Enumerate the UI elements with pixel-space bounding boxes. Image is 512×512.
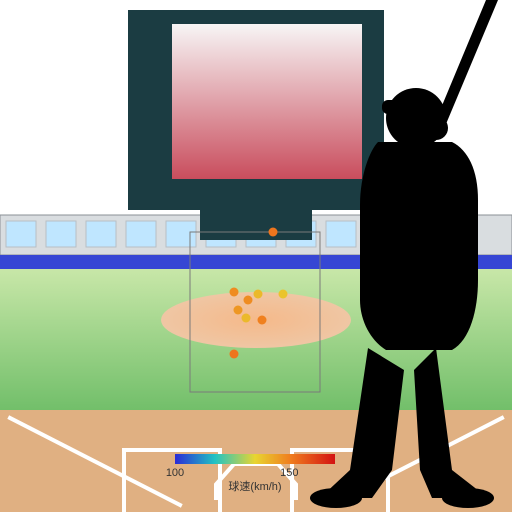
stand-window [6,221,36,247]
pitch-point [254,290,263,299]
pitch-point [234,306,243,315]
stand-window [86,221,116,247]
legend-label: 球速(km/h) [228,479,281,493]
pitch-point [230,350,239,359]
stand-window [46,221,76,247]
legend-colorbar [175,454,335,464]
chart-svg: 100 150球速(km/h) [0,0,512,512]
stand-window [126,221,156,247]
legend-tick: 150 [280,467,298,479]
legend-tick: 100 [166,467,184,479]
stand-window [326,221,356,247]
pitch-location-chart: 100 150球速(km/h) [0,0,512,512]
pitch-point [242,314,251,323]
pitch-point [230,288,239,297]
pitch-point [244,296,253,305]
pitch-point [269,228,278,237]
scoreboard-screen [172,24,362,179]
stand-window [166,221,196,247]
scoreboard-post [200,210,312,240]
pitch-point [279,290,288,299]
pitch-point [258,316,267,325]
